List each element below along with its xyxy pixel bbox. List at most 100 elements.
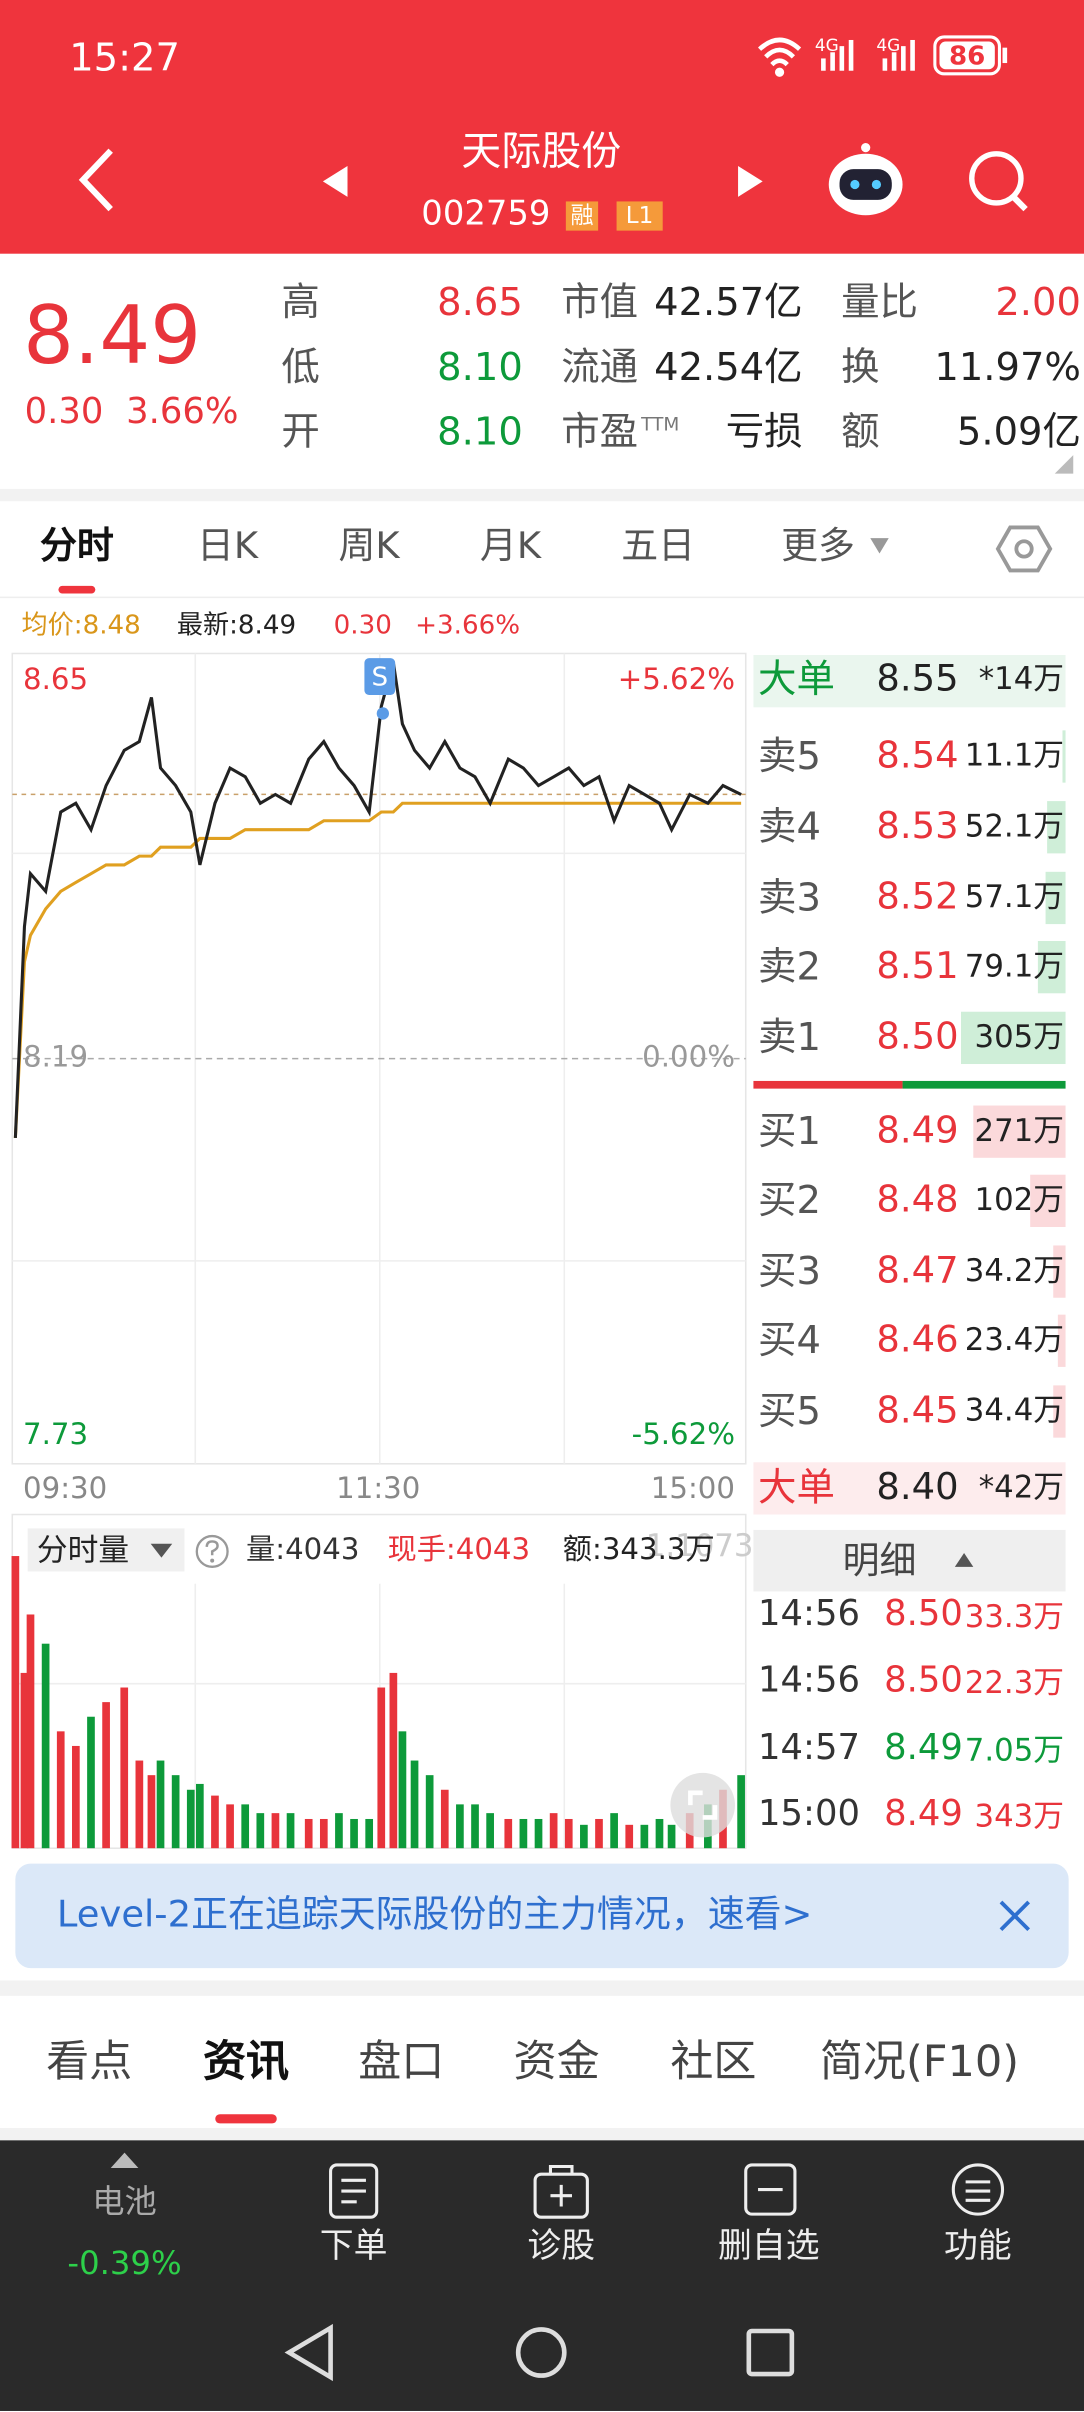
nav-home[interactable]: [515, 2327, 567, 2378]
chart-frame: [11, 652, 747, 1465]
volume-bar: [241, 1804, 250, 1849]
fullscreen-button[interactable]: [669, 1771, 737, 1839]
next-stock[interactable]: [738, 166, 763, 197]
pct-label: 0.00%: [642, 1040, 735, 1074]
volume-bar: [304, 1818, 313, 1849]
trade-time: 14:56: [758, 1660, 860, 1701]
robot-icon[interactable]: [828, 142, 903, 216]
volume-bar: [425, 1775, 434, 1849]
depth-label: 买4: [758, 1317, 821, 1363]
separator: [0, 1980, 1084, 1996]
prev-stock[interactable]: [322, 166, 348, 197]
volume-bar: [135, 1760, 144, 1849]
volume-bar: [335, 1813, 343, 1849]
depth-bar: [1053, 1245, 1066, 1298]
banner-text[interactable]: Level-2正在追踪天际股份的主力情况，速看>: [56, 1892, 813, 1936]
trade-volume: 343万: [974, 1797, 1065, 1835]
x-tick-label: 09:30: [23, 1471, 107, 1505]
toolbar-item[interactable]: 功能: [944, 2227, 1012, 2267]
depth-price: 8.51: [876, 944, 959, 988]
volume-bar: [271, 1813, 280, 1849]
volume-bar: [256, 1813, 265, 1849]
bottom-tab[interactable]: 资讯: [202, 2035, 290, 2087]
bottom-tab[interactable]: 看点: [46, 2035, 133, 2087]
volume-bar: [655, 1818, 664, 1849]
toolbar-item[interactable]: 下单: [319, 2227, 388, 2267]
volume-bar: [72, 1745, 80, 1849]
volume-bar: [156, 1760, 165, 1849]
volume-bar: [504, 1818, 513, 1849]
depth-volume: 305万: [974, 1017, 1065, 1055]
banner-close[interactable]: [999, 1900, 1031, 1932]
bottom-tab[interactable]: 简况(F10): [819, 2035, 1020, 2087]
volume-bar: [226, 1804, 234, 1849]
legend-change-pct: +3.66%: [415, 610, 521, 642]
back-button[interactable]: [78, 148, 113, 212]
separator: [0, 488, 1084, 502]
signal-dot: [376, 707, 390, 720]
depth-bar: [1030, 1174, 1066, 1228]
pct-label: -5.62%: [632, 1417, 735, 1451]
toolbar-item[interactable]: 诊股: [527, 2227, 596, 2267]
detail-header[interactable]: [753, 1529, 1066, 1592]
stock-name: 天际股份: [461, 129, 622, 176]
stat-label: 量比: [841, 279, 918, 325]
volume-bar: [41, 1643, 50, 1849]
stat-value: 亏损: [725, 409, 803, 454]
stat-value: 2.00: [995, 279, 1081, 325]
nav-back[interactable]: [284, 2323, 333, 2382]
tab[interactable]: 分时: [39, 524, 114, 568]
tab[interactable]: 五日: [621, 524, 695, 568]
depth-label: 卖1: [758, 1014, 821, 1060]
header-icons: [78, 142, 1028, 216]
nav-recent[interactable]: [746, 2328, 795, 2377]
trade-volume: 7.05万: [964, 1731, 1065, 1769]
tab[interactable]: 月K: [479, 524, 542, 568]
volume-bar: [20, 1672, 29, 1849]
status-icons: 4G 4G 86: [758, 35, 1008, 77]
toolbar-item[interactable]: 删自选: [718, 2227, 820, 2267]
trade-volume: 33.3万: [964, 1597, 1065, 1635]
stat-label: 低: [281, 344, 320, 390]
stat-label: 高: [281, 279, 320, 325]
volume-bar: [56, 1731, 65, 1849]
tab[interactable]: 日K: [197, 524, 259, 568]
depth-bar: [1038, 941, 1066, 994]
tab[interactable]: 更多: [781, 524, 855, 568]
stat-label: 换: [841, 344, 880, 390]
depth-label: 卖3: [758, 874, 821, 920]
volume-bar: [195, 1783, 204, 1849]
volume-bar: [640, 1824, 649, 1849]
trade-price: 8.49: [884, 1728, 963, 1769]
volume-bar: [26, 1614, 35, 1849]
settings-icon[interactable]: [995, 523, 1053, 578]
bottom-tab[interactable]: 盘口: [358, 2035, 445, 2087]
stat-label-sup: TTM: [641, 413, 680, 436]
big-order-volume: *42万: [978, 1468, 1065, 1506]
volume-amount: 额:343.3万: [562, 1532, 715, 1567]
depth-label: 买5: [758, 1388, 821, 1434]
trade-time: 15:00: [758, 1794, 860, 1835]
banner[interactable]: [15, 1863, 1069, 1969]
bottom-tab[interactable]: 资金: [513, 2035, 600, 2087]
collapse-arrow[interactable]: [110, 2152, 139, 2169]
depth-bar: [1047, 801, 1066, 854]
depth-volume: 52.1万: [964, 807, 1065, 845]
volume-bar: [580, 1824, 588, 1849]
x-tick-label: 11:30: [336, 1471, 420, 1505]
detail-title: 明细: [842, 1539, 917, 1583]
volume-hand: 现手:4043: [387, 1532, 531, 1567]
volume-bar: [365, 1818, 374, 1849]
corner-mark: [1054, 455, 1074, 474]
bottom-tab[interactable]: 社区: [670, 2035, 757, 2087]
search-icon[interactable]: [969, 151, 1028, 212]
tab[interactable]: 周K: [338, 524, 400, 568]
depth-volume: 79.1万: [964, 947, 1065, 985]
volume-bar: [667, 1824, 676, 1849]
depth-price: 8.53: [876, 804, 959, 848]
badge: 融: [565, 201, 599, 231]
x-tick-label: 15:00: [651, 1471, 735, 1505]
depth-volume: 57.1万: [964, 877, 1065, 915]
trade-volume: 22.3万: [964, 1663, 1065, 1701]
help-icon[interactable]: [194, 1533, 231, 1570]
